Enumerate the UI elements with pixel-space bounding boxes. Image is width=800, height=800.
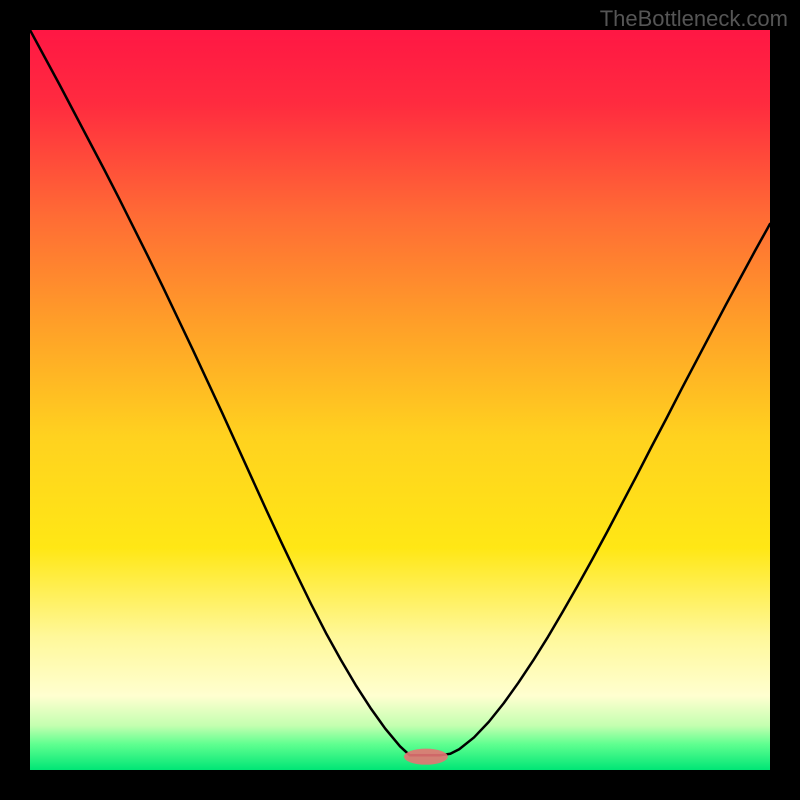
gradient-background	[30, 30, 770, 770]
attribution-text: TheBottleneck.com	[600, 6, 788, 32]
optimal-marker	[404, 749, 448, 765]
chart-svg	[30, 30, 770, 770]
chart-container: TheBottleneck.com	[0, 0, 800, 800]
plot-area	[30, 30, 770, 770]
